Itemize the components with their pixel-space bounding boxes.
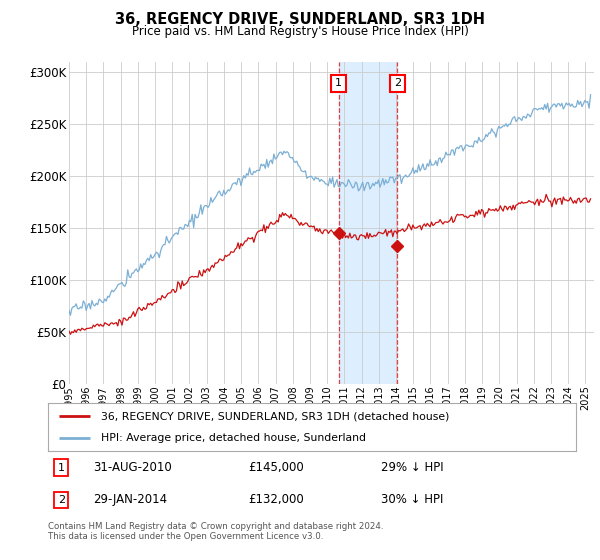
Text: HPI: Average price, detached house, Sunderland: HPI: Average price, detached house, Sund…	[101, 433, 366, 443]
Text: Contains HM Land Registry data © Crown copyright and database right 2024.
This d: Contains HM Land Registry data © Crown c…	[48, 522, 383, 542]
Text: 1: 1	[58, 463, 65, 473]
Text: 30% ↓ HPI: 30% ↓ HPI	[380, 493, 443, 506]
Text: £145,000: £145,000	[248, 461, 304, 474]
Text: Price paid vs. HM Land Registry's House Price Index (HPI): Price paid vs. HM Land Registry's House …	[131, 25, 469, 38]
Text: 2: 2	[58, 495, 65, 505]
Text: 36, REGENCY DRIVE, SUNDERLAND, SR3 1DH (detached house): 36, REGENCY DRIVE, SUNDERLAND, SR3 1DH (…	[101, 411, 449, 421]
Text: 29% ↓ HPI: 29% ↓ HPI	[380, 461, 443, 474]
Text: 36, REGENCY DRIVE, SUNDERLAND, SR3 1DH: 36, REGENCY DRIVE, SUNDERLAND, SR3 1DH	[115, 12, 485, 27]
Text: 29-JAN-2014: 29-JAN-2014	[93, 493, 167, 506]
Text: 2: 2	[394, 78, 401, 88]
Text: 1: 1	[335, 78, 342, 88]
Bar	[338, 62, 397, 384]
Text: 31-AUG-2010: 31-AUG-2010	[93, 461, 172, 474]
Text: £132,000: £132,000	[248, 493, 304, 506]
